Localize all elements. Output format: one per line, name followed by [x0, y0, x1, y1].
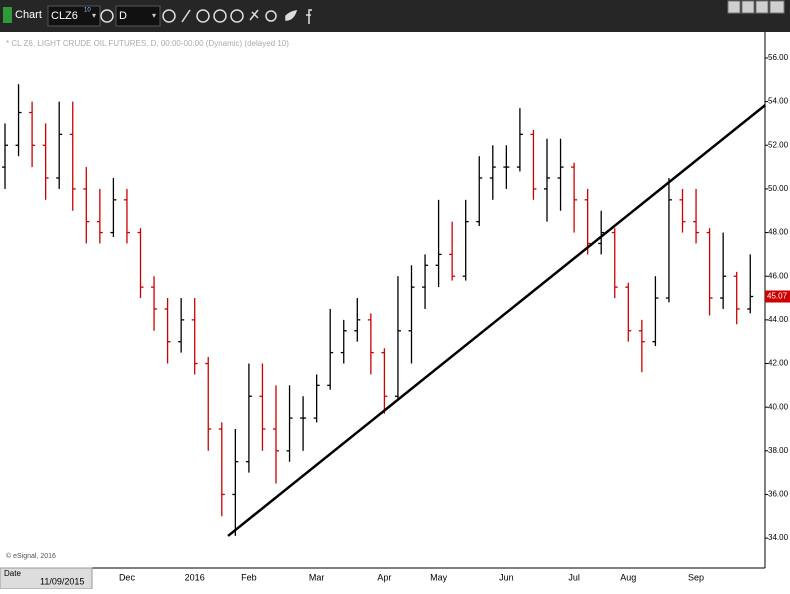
x-tick-label: Mar — [309, 572, 325, 582]
last-price-label: 45.07 — [767, 292, 788, 301]
x-tick-label: Aug — [620, 572, 636, 582]
share-button[interactable] — [265, 10, 277, 22]
y-tick-label: 38.00 — [768, 446, 789, 455]
y-tick-label: 40.00 — [768, 402, 789, 411]
symbol-input[interactable] — [47, 5, 101, 27]
twitter-button[interactable] — [285, 10, 298, 21]
x-tick-label: Jun — [499, 572, 514, 582]
copyright: © eSignal, 2016 — [6, 552, 56, 560]
x-tick-label: May — [430, 572, 448, 582]
link-button[interactable] — [100, 9, 114, 23]
symbol: CLZ6 — [51, 10, 78, 22]
help-button[interactable] — [727, 0, 741, 14]
window-title: Chart — [15, 9, 42, 21]
zoom-button[interactable] — [230, 9, 244, 23]
tool-button[interactable] — [196, 9, 210, 23]
x-tick-label: Sep — [688, 572, 704, 582]
minimize-button[interactable] — [741, 0, 755, 14]
y-tick-label: 50.00 — [768, 184, 789, 193]
y-tick-label: 56.00 — [768, 53, 789, 62]
trendline — [227, 104, 766, 537]
interval: D — [119, 10, 127, 22]
draw-button[interactable] — [181, 9, 191, 23]
tool-button[interactable] — [213, 9, 227, 23]
dropdown-arrow[interactable]: ▾ — [92, 11, 96, 20]
y-tick-label: 52.00 — [768, 140, 789, 149]
x-tick-label: Feb — [241, 572, 257, 582]
cursor-date: 11/09/2015 — [40, 576, 84, 586]
symbol-badge: 10 — [84, 8, 91, 14]
y-tick-label: 34.00 — [768, 533, 789, 542]
chart-subtitle: * CL Z6, LIGHT CRUDE OIL FUTURES, D, 00:… — [6, 39, 289, 48]
x-tick-label: Apr — [377, 572, 391, 582]
y-tick-label: 44.00 — [768, 315, 789, 324]
tool-button[interactable] — [162, 9, 176, 23]
y-tick-label: 46.00 — [768, 271, 789, 280]
x-tick-label: Jul — [568, 572, 580, 582]
x-tick-label: 2016 — [185, 572, 205, 582]
app-icon — [3, 7, 12, 23]
dropdown-arrow[interactable]: ▾ — [152, 11, 156, 20]
y-tick-label: 36.00 — [768, 490, 789, 499]
last-price-marker — [765, 290, 790, 303]
y-tick-label: 48.00 — [768, 228, 789, 237]
y-tick-label: 42.00 — [768, 359, 789, 368]
close-button[interactable] — [769, 0, 785, 14]
link-button[interactable] — [249, 9, 259, 21]
cursor-label: Date — [4, 569, 21, 578]
y-tick-label: 54.00 — [768, 97, 789, 106]
interval-input[interactable] — [115, 5, 161, 27]
maximize-button[interactable] — [755, 0, 769, 14]
facebook-button[interactable] — [306, 9, 312, 24]
x-tick-label: Dec — [119, 572, 136, 582]
